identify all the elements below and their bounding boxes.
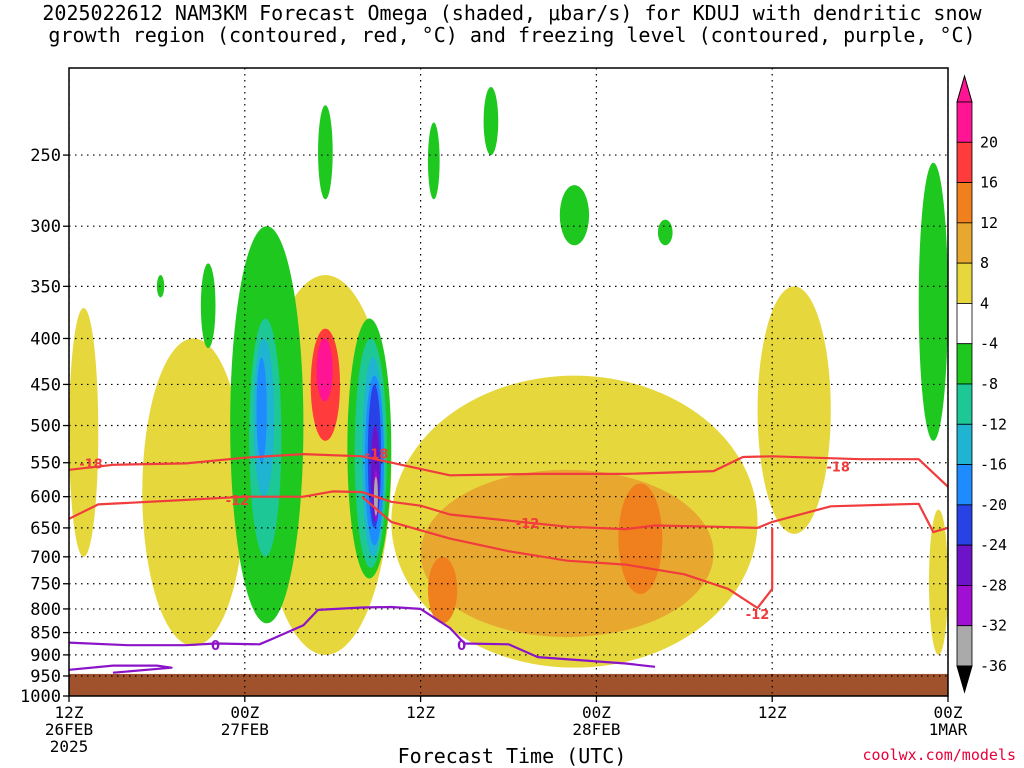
y-tick-label: 600 (30, 488, 61, 508)
omega-shade-8 (618, 483, 663, 595)
chart-title-line-1: 2025022612 NAM3KM Forecast Omega (shaded… (42, 1, 982, 25)
colorbar-label: 12 (980, 214, 998, 232)
colorbar-swatch (956, 343, 973, 385)
y-tick-label: 800 (30, 600, 61, 620)
colorbar-swatch (956, 182, 973, 224)
omega-shade-1 (142, 338, 245, 647)
x-tick-label: 27FEB (221, 720, 269, 739)
colorbar-swatch (956, 625, 973, 667)
x-tick-label: 28FEB (572, 720, 620, 739)
x-tick-label: 1MAR (929, 720, 968, 739)
colorbar-label: -24 (980, 536, 1007, 554)
credit-link[interactable]: coolwx.com/models (862, 746, 1016, 764)
colorbar-swatch (956, 262, 973, 304)
omega-shade-19 (657, 219, 673, 246)
contour-label: -12 (516, 517, 540, 532)
y-tick-label: 550 (30, 454, 61, 474)
omega-shade-4 (757, 286, 831, 534)
colorbar-label: -8 (980, 375, 998, 393)
colorbar-label: 20 (980, 133, 998, 151)
omega-shade-20 (918, 162, 948, 441)
y-tick-label: 900 (30, 646, 61, 666)
colorbar-swatch (956, 464, 973, 506)
y-tick-label: 400 (30, 329, 61, 349)
colorbar-swatch (956, 141, 973, 183)
x-tick-label: 00Z (582, 703, 611, 722)
contour-label: 0 (457, 639, 466, 654)
colorbar-bottom-arrow (956, 665, 973, 694)
contour-line-1 (69, 490, 948, 534)
contour-label: 0 (211, 639, 220, 654)
colorbar-top-arrow (956, 74, 973, 103)
y-tick-label: 750 (30, 575, 61, 595)
colorbar-swatch (956, 423, 973, 465)
x-tick-label: 26FEB (45, 720, 93, 739)
omega-shade-11 (156, 275, 165, 298)
y-tick-label: 500 (30, 417, 61, 437)
y-tick-label: 300 (30, 217, 61, 237)
contour-line-0 (69, 453, 948, 488)
omega-shade-25 (256, 357, 267, 463)
omega-shade-18 (559, 185, 590, 246)
colorbar-swatch (956, 504, 973, 546)
omega-shade-5 (928, 509, 948, 655)
ground-fill (69, 673, 948, 696)
colorbar-label: -36 (980, 657, 1007, 675)
x-tick-label: 00Z (230, 703, 259, 722)
colorbar-swatch (956, 303, 973, 345)
colorbar-label: -4 (980, 335, 998, 353)
contour-label: -18 (365, 447, 389, 462)
colorbar-swatch (956, 101, 973, 143)
y-tick-label: 1000 (20, 687, 61, 707)
plot-area: -18 -12 -18 -12 -18 -12 0 0 (69, 68, 948, 696)
colorbar: 20 16 12 8 4 -4 -8 -12 -16 -20 -24 -28 -32 -36 (956, 74, 1007, 694)
x-tick-label: 12Z (406, 703, 435, 722)
y-tick-label: 650 (30, 519, 61, 539)
y-tick-label: 850 (30, 624, 61, 644)
colorbar-swatch (956, 585, 973, 627)
omega-shade-12 (200, 263, 216, 349)
omega-shade-17 (483, 87, 499, 156)
x-tick-label: 00Z (934, 703, 963, 722)
x-tick-label: 12Z (758, 703, 787, 722)
y-tick-label: 450 (30, 375, 61, 395)
omega-shade-7 (427, 556, 458, 624)
colorbar-label: 8 (980, 254, 989, 272)
colorbar-swatch (956, 383, 973, 425)
colorbar-label: -28 (980, 576, 1007, 594)
omega-shade-14 (318, 105, 333, 200)
contour-label: -18 (79, 457, 103, 472)
colorbar-swatch (956, 544, 973, 586)
x-tick-label: 2025 (50, 737, 89, 756)
contour-label: -18 (826, 460, 850, 475)
contour-line-3 (69, 605, 656, 668)
omega-shade-16 (427, 122, 440, 200)
omega-shade-6 (420, 469, 714, 638)
chart-title-line-2: growth region (contoured, red, °C) and f… (48, 23, 976, 47)
omega-shade-10 (316, 338, 333, 402)
plot-frame (68, 67, 949, 697)
contour-line-2 (361, 495, 774, 610)
contour-line-4 (69, 664, 173, 674)
colorbar-swatch (956, 222, 973, 264)
colorbar-label: -12 (980, 415, 1007, 433)
contour-label: -12 (226, 494, 250, 509)
colorbar-label: -16 (980, 456, 1007, 474)
x-tick-label: 12Z (55, 703, 84, 722)
colorbar-label: -20 (980, 496, 1007, 514)
colorbar-label: 4 (980, 294, 989, 312)
contour-label: -12 (746, 608, 770, 623)
y-tick-label: 250 (30, 146, 61, 166)
x-axis-title: Forecast Time (UTC) (397, 744, 627, 768)
y-tick-label: 950 (30, 667, 61, 687)
colorbar-label: -32 (980, 617, 1007, 635)
y-tick-label: 350 (30, 277, 61, 297)
y-tick-label: 700 (30, 548, 61, 568)
colorbar-label: 16 (980, 174, 998, 192)
omega-shade-0 (69, 308, 99, 557)
